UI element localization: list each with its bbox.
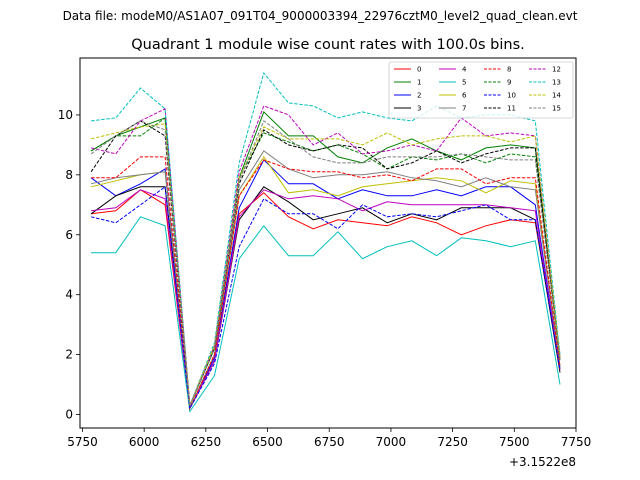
x-tick-label: 7750 [561,435,592,449]
series-line-9 [90,116,561,406]
series-line-3 [90,186,561,411]
x-tick-label: 6750 [314,435,345,449]
legend-label-0: 0 [417,66,421,74]
x-tick-label: 6000 [129,435,160,449]
series-line-5 [91,216,561,413]
legend-label-14: 14 [552,92,561,100]
y-tick-label: 2 [65,348,73,362]
series-line-13 [91,71,561,406]
plot-frame [79,57,577,429]
series-line-7 [90,150,561,411]
legend-label-2: 2 [417,92,421,100]
series-line-8 [91,156,561,411]
legend-label-12: 12 [552,66,561,74]
y-tick-label: 0 [65,408,73,422]
series-line-11 [90,120,561,406]
series-line-1 [90,111,561,406]
series-line-0 [91,189,561,411]
series-line-14 [90,123,561,406]
series-line-15 [90,120,561,406]
y-tick-label: 10 [58,108,73,122]
x-axis-offset-label: +3.1522e8 [509,455,576,469]
series-line-4 [91,189,561,411]
legend-label-6: 6 [462,92,467,100]
chart-title: Quadrant 1 module wise count rates with … [131,37,525,53]
legend-label-11: 11 [507,105,516,113]
legend-label-5: 5 [462,79,466,87]
x-axis-ticks: 5750 6000 6250 6500 6750 7000 7250 7500 7750 [67,428,591,449]
legend-label-10: 10 [507,92,516,100]
legend-box [388,61,574,119]
x-tick-label: 6250 [191,435,222,449]
legend-label-9: 9 [507,79,511,87]
x-tick-label: 7000 [376,435,407,449]
series-line-6 [90,155,561,411]
y-axis-ticks: 0 2 4 6 8 10 [58,108,80,422]
x-tick-label: 6500 [252,435,283,449]
legend-label-8: 8 [507,66,511,74]
legend-label-3: 3 [417,105,421,113]
legend-label-15: 15 [552,105,561,113]
x-tick-label: 5750 [67,435,98,449]
axes-layer [79,57,577,429]
series-line-12 [90,105,561,406]
legend-label-4: 4 [462,66,467,74]
x-tick-label: 7250 [437,435,468,449]
suptitle: Data file: modeM0/AS1A07_091T04_90000033… [63,9,578,23]
series-line-10 [90,185,561,411]
y-tick-label: 6 [65,228,73,242]
y-tick-label: 8 [65,168,73,182]
y-tick-label: 4 [65,288,73,302]
legend-label-13: 13 [552,79,561,87]
x-tick-label: 7500 [499,435,530,449]
legend-label-7: 7 [462,105,466,113]
legend-label-1: 1 [417,79,421,87]
series-layer [90,71,561,413]
